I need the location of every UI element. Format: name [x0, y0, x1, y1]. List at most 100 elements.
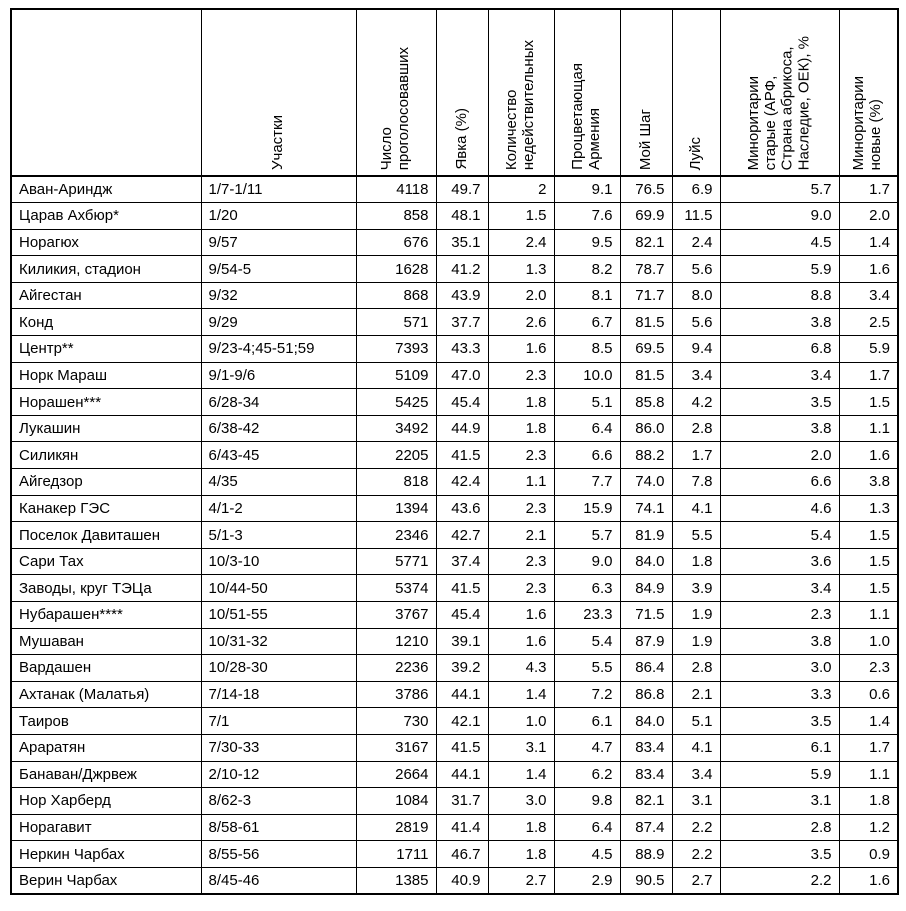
cell-precincts: 10/44-50: [200, 574, 357, 602]
cell-luys: 1.7: [671, 441, 721, 470]
cell-precincts: 9/1-9/6: [200, 361, 357, 390]
table-row: Верин Чарбах 8/45-46 1385 40.9 2.7 2.9 90.5 2.7…: [10, 866, 899, 895]
table-row: Неркин Чарбах 8/55-56 1711 46.7 1.8 4.5 88.9 2.…: [10, 840, 899, 868]
cell-my-step: 88.9: [619, 840, 673, 868]
cell-luys: 2.8: [671, 414, 721, 443]
cell-my-step: 71.7: [619, 281, 673, 310]
cell-turnout: 47.0: [435, 361, 489, 390]
cell-name: Араратян: [10, 733, 202, 762]
cell-invalid: 2.4: [487, 228, 555, 257]
cell-voters: 3167: [355, 733, 437, 762]
cell-luys: 5.6: [671, 308, 721, 337]
cell-my-step: 82.1: [619, 787, 673, 815]
cell-voters: 730: [355, 707, 437, 735]
cell-prosperous-armenia: 4.7: [553, 733, 621, 762]
cell-invalid: 4.3: [487, 654, 555, 682]
cell-name: Айгестан: [10, 281, 202, 310]
table-row: Нубарашен**** 10/51-55 3767 45.4 1.6 23.3 71.5…: [10, 601, 899, 629]
cell-minorities-old: 5.9: [719, 255, 840, 283]
cell-turnout: 43.9: [435, 281, 489, 310]
cell-my-step: 84.0: [619, 707, 673, 735]
cell-luys: 1.9: [671, 627, 721, 656]
cell-my-step: 69.9: [619, 202, 673, 230]
cell-my-step: 90.5: [619, 866, 673, 895]
cell-minorities-new: 0.6: [838, 680, 899, 709]
cell-voters: 858: [355, 202, 437, 230]
cell-luys: 4.2: [671, 388, 721, 416]
cell-invalid: 1.4: [487, 680, 555, 709]
cell-voters: 2819: [355, 813, 437, 842]
cell-turnout: 41.5: [435, 733, 489, 762]
cell-name: Верин Чарбах: [10, 866, 202, 895]
cell-luys: 3.1: [671, 787, 721, 815]
cell-name: Заводы, круг ТЭЦа: [10, 574, 202, 602]
cell-voters: 1711: [355, 840, 437, 868]
cell-minorities-new: 0.9: [838, 840, 899, 868]
cell-precincts: 9/57: [200, 228, 357, 257]
cell-minorities-new: 1.6: [838, 255, 899, 283]
cell-voters: 676: [355, 228, 437, 257]
cell-prosperous-armenia: 6.1: [553, 707, 621, 735]
cell-turnout: 49.7: [435, 175, 489, 204]
column-header-invalid: Количество недействительных: [487, 8, 555, 177]
table-row: Таиров 7/1 730 42.1 1.0 6.1 84.0 5.1 3.5 1.4: [10, 707, 899, 735]
cell-luys: 1.8: [671, 547, 721, 576]
cell-precincts: 7/14-18: [200, 680, 357, 709]
cell-name: Ахтанак (Малатья): [10, 680, 202, 709]
column-header-voters: Число проголосовавших: [355, 8, 437, 177]
table-body: Аван-Ариндж 1/7-1/11 4118 49.7 2 9.1 76.5 6.9 5.…: [10, 175, 899, 895]
cell-prosperous-armenia: 6.4: [553, 414, 621, 443]
cell-precincts: 8/62-3: [200, 787, 357, 815]
cell-luys: 7.8: [671, 468, 721, 496]
cell-precincts: 6/38-42: [200, 414, 357, 443]
cell-turnout: 37.4: [435, 547, 489, 576]
cell-prosperous-armenia: 15.9: [553, 494, 621, 523]
column-header-label: Явка (%): [452, 108, 470, 170]
cell-voters: 7393: [355, 335, 437, 363]
cell-minorities-new: 2.3: [838, 654, 899, 682]
cell-turnout: 43.3: [435, 335, 489, 363]
cell-name: Норагавит: [10, 813, 202, 842]
cell-luys: 9.4: [671, 335, 721, 363]
cell-minorities-new: 1.6: [838, 441, 899, 470]
cell-luys: 8.0: [671, 281, 721, 310]
cell-minorities-new: 2.5: [838, 308, 899, 337]
table-row: Сари Тах 10/3-10 5771 37.4 2.3 9.0 84.0 1.8 3.6 1…: [10, 547, 899, 576]
cell-luys: 2.4: [671, 228, 721, 257]
table-row: Вардашен 10/28-30 2236 39.2 4.3 5.5 86.4 2.8 3.0…: [10, 654, 899, 682]
column-header-my-step: Мой Шаг: [619, 8, 673, 177]
cell-minorities-new: 1.5: [838, 388, 899, 416]
cell-minorities-old: 9.0: [719, 202, 840, 230]
cell-turnout: 44.9: [435, 414, 489, 443]
cell-turnout: 40.9: [435, 866, 489, 895]
cell-precincts: 9/23-4;45-51;59: [200, 335, 357, 363]
cell-turnout: 31.7: [435, 787, 489, 815]
cell-luys: 2.8: [671, 654, 721, 682]
cell-my-step: 82.1: [619, 228, 673, 257]
cell-name: Нор Харберд: [10, 787, 202, 815]
cell-invalid: 1.8: [487, 388, 555, 416]
cell-prosperous-armenia: 6.2: [553, 760, 621, 789]
cell-prosperous-armenia: 23.3: [553, 601, 621, 629]
cell-my-step: 84.9: [619, 574, 673, 602]
cell-minorities-new: 2.0: [838, 202, 899, 230]
cell-precincts: 10/28-30: [200, 654, 357, 682]
cell-precincts: 9/32: [200, 281, 357, 310]
cell-turnout: 37.7: [435, 308, 489, 337]
cell-minorities-new: 1.1: [838, 414, 899, 443]
cell-minorities-new: 1.6: [838, 866, 899, 895]
header-row: Участки Число проголосовавших Явка (%) Коли…: [10, 8, 899, 177]
column-header-label: Участки: [269, 115, 287, 170]
cell-voters: 2205: [355, 441, 437, 470]
cell-my-step: 74.0: [619, 468, 673, 496]
cell-minorities-old: 6.1: [719, 733, 840, 762]
table-row: Араратян 7/30-33 3167 41.5 3.1 4.7 83.4 4.1 6.1 1…: [10, 733, 899, 762]
cell-minorities-old: 3.8: [719, 627, 840, 656]
column-header-label: Миноритарии новые (%): [850, 75, 885, 170]
cell-voters: 5109: [355, 361, 437, 390]
cell-invalid: 1.6: [487, 601, 555, 629]
cell-prosperous-armenia: 5.7: [553, 521, 621, 549]
cell-minorities-old: 5.4: [719, 521, 840, 549]
column-header-label: Число проголосовавших: [378, 46, 412, 170]
cell-precincts: 8/58-61: [200, 813, 357, 842]
